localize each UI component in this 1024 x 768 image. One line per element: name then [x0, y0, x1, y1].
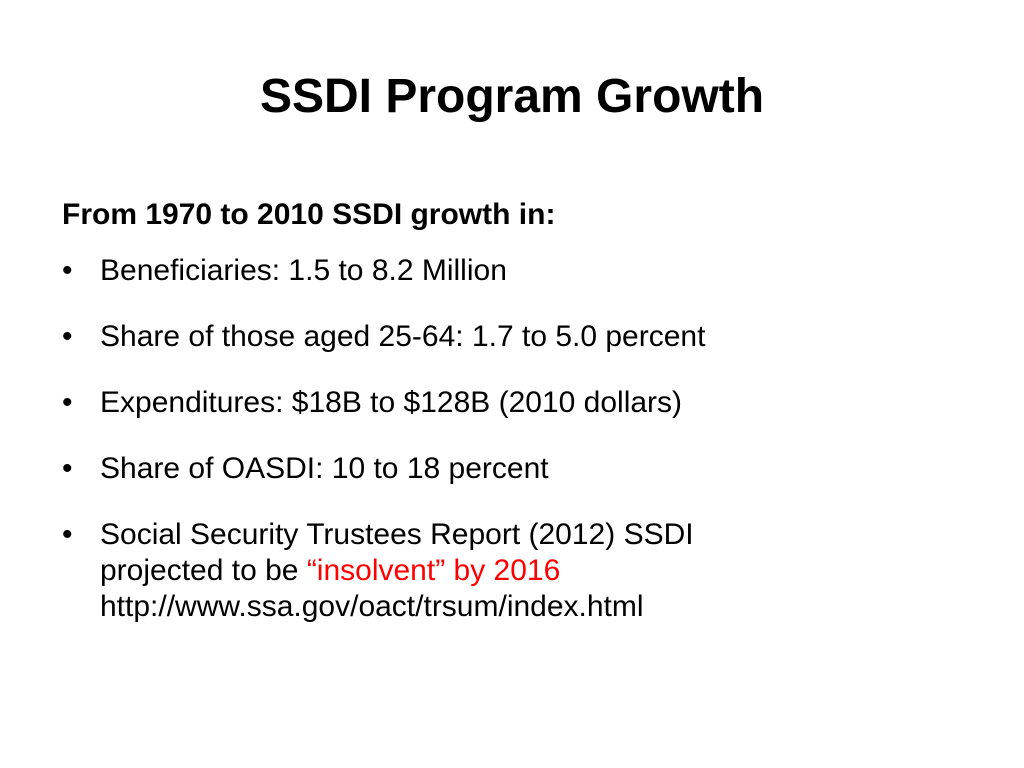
slide-body: From 1970 to 2010 SSDI growth in: • Bene…	[62, 191, 962, 655]
bullet-text: Share of those aged 25-64: 1.7 to 5.0 pe…	[100, 320, 706, 353]
bullet-text: Expenditures: $18B to $128B (2010 dollar…	[100, 386, 683, 419]
bullet-item-share-oasdi: • Share of OASDI: 10 to 18 percent	[62, 451, 962, 487]
bullet-text: Share of OASDI: 10 to 18 percent	[100, 452, 549, 485]
bullet-item-beneficiaries: • Beneficiaries: 1.5 to 8.2 Million	[62, 253, 962, 289]
bullet-icon: •	[62, 254, 73, 287]
bullet-icon: •	[62, 320, 73, 353]
bullet-list: • Beneficiaries: 1.5 to 8.2 Million • Sh…	[62, 253, 962, 625]
slide-title: SSDI Program Growth	[259, 70, 765, 123]
bullet-item-trustees-report: • Social Security Trustees Report (2012)…	[62, 517, 962, 625]
bullet-item-expenditures: • Expenditures: $18B to $128B (2010 doll…	[62, 385, 962, 421]
bullet-item-share-aged: • Share of those aged 25-64: 1.7 to 5.0 …	[62, 319, 962, 355]
bullet-icon: •	[62, 518, 73, 551]
ssa-url-text: http://www.ssa.gov/oact/trsum/index.html	[100, 590, 644, 623]
bullet-text-line-2-prefix: projected to be	[100, 554, 307, 587]
section-heading: From 1970 to 2010 SSDI growth in:	[62, 198, 556, 231]
bullet-text-line-1: Social Security Trustees Report (2012) S…	[100, 518, 694, 551]
bullet-icon: •	[62, 452, 73, 485]
bullet-text: Beneficiaries: 1.5 to 8.2 Million	[100, 254, 507, 287]
insolvent-highlight: “insolvent” by 2016	[306, 554, 561, 587]
bullet-icon: •	[62, 386, 73, 419]
